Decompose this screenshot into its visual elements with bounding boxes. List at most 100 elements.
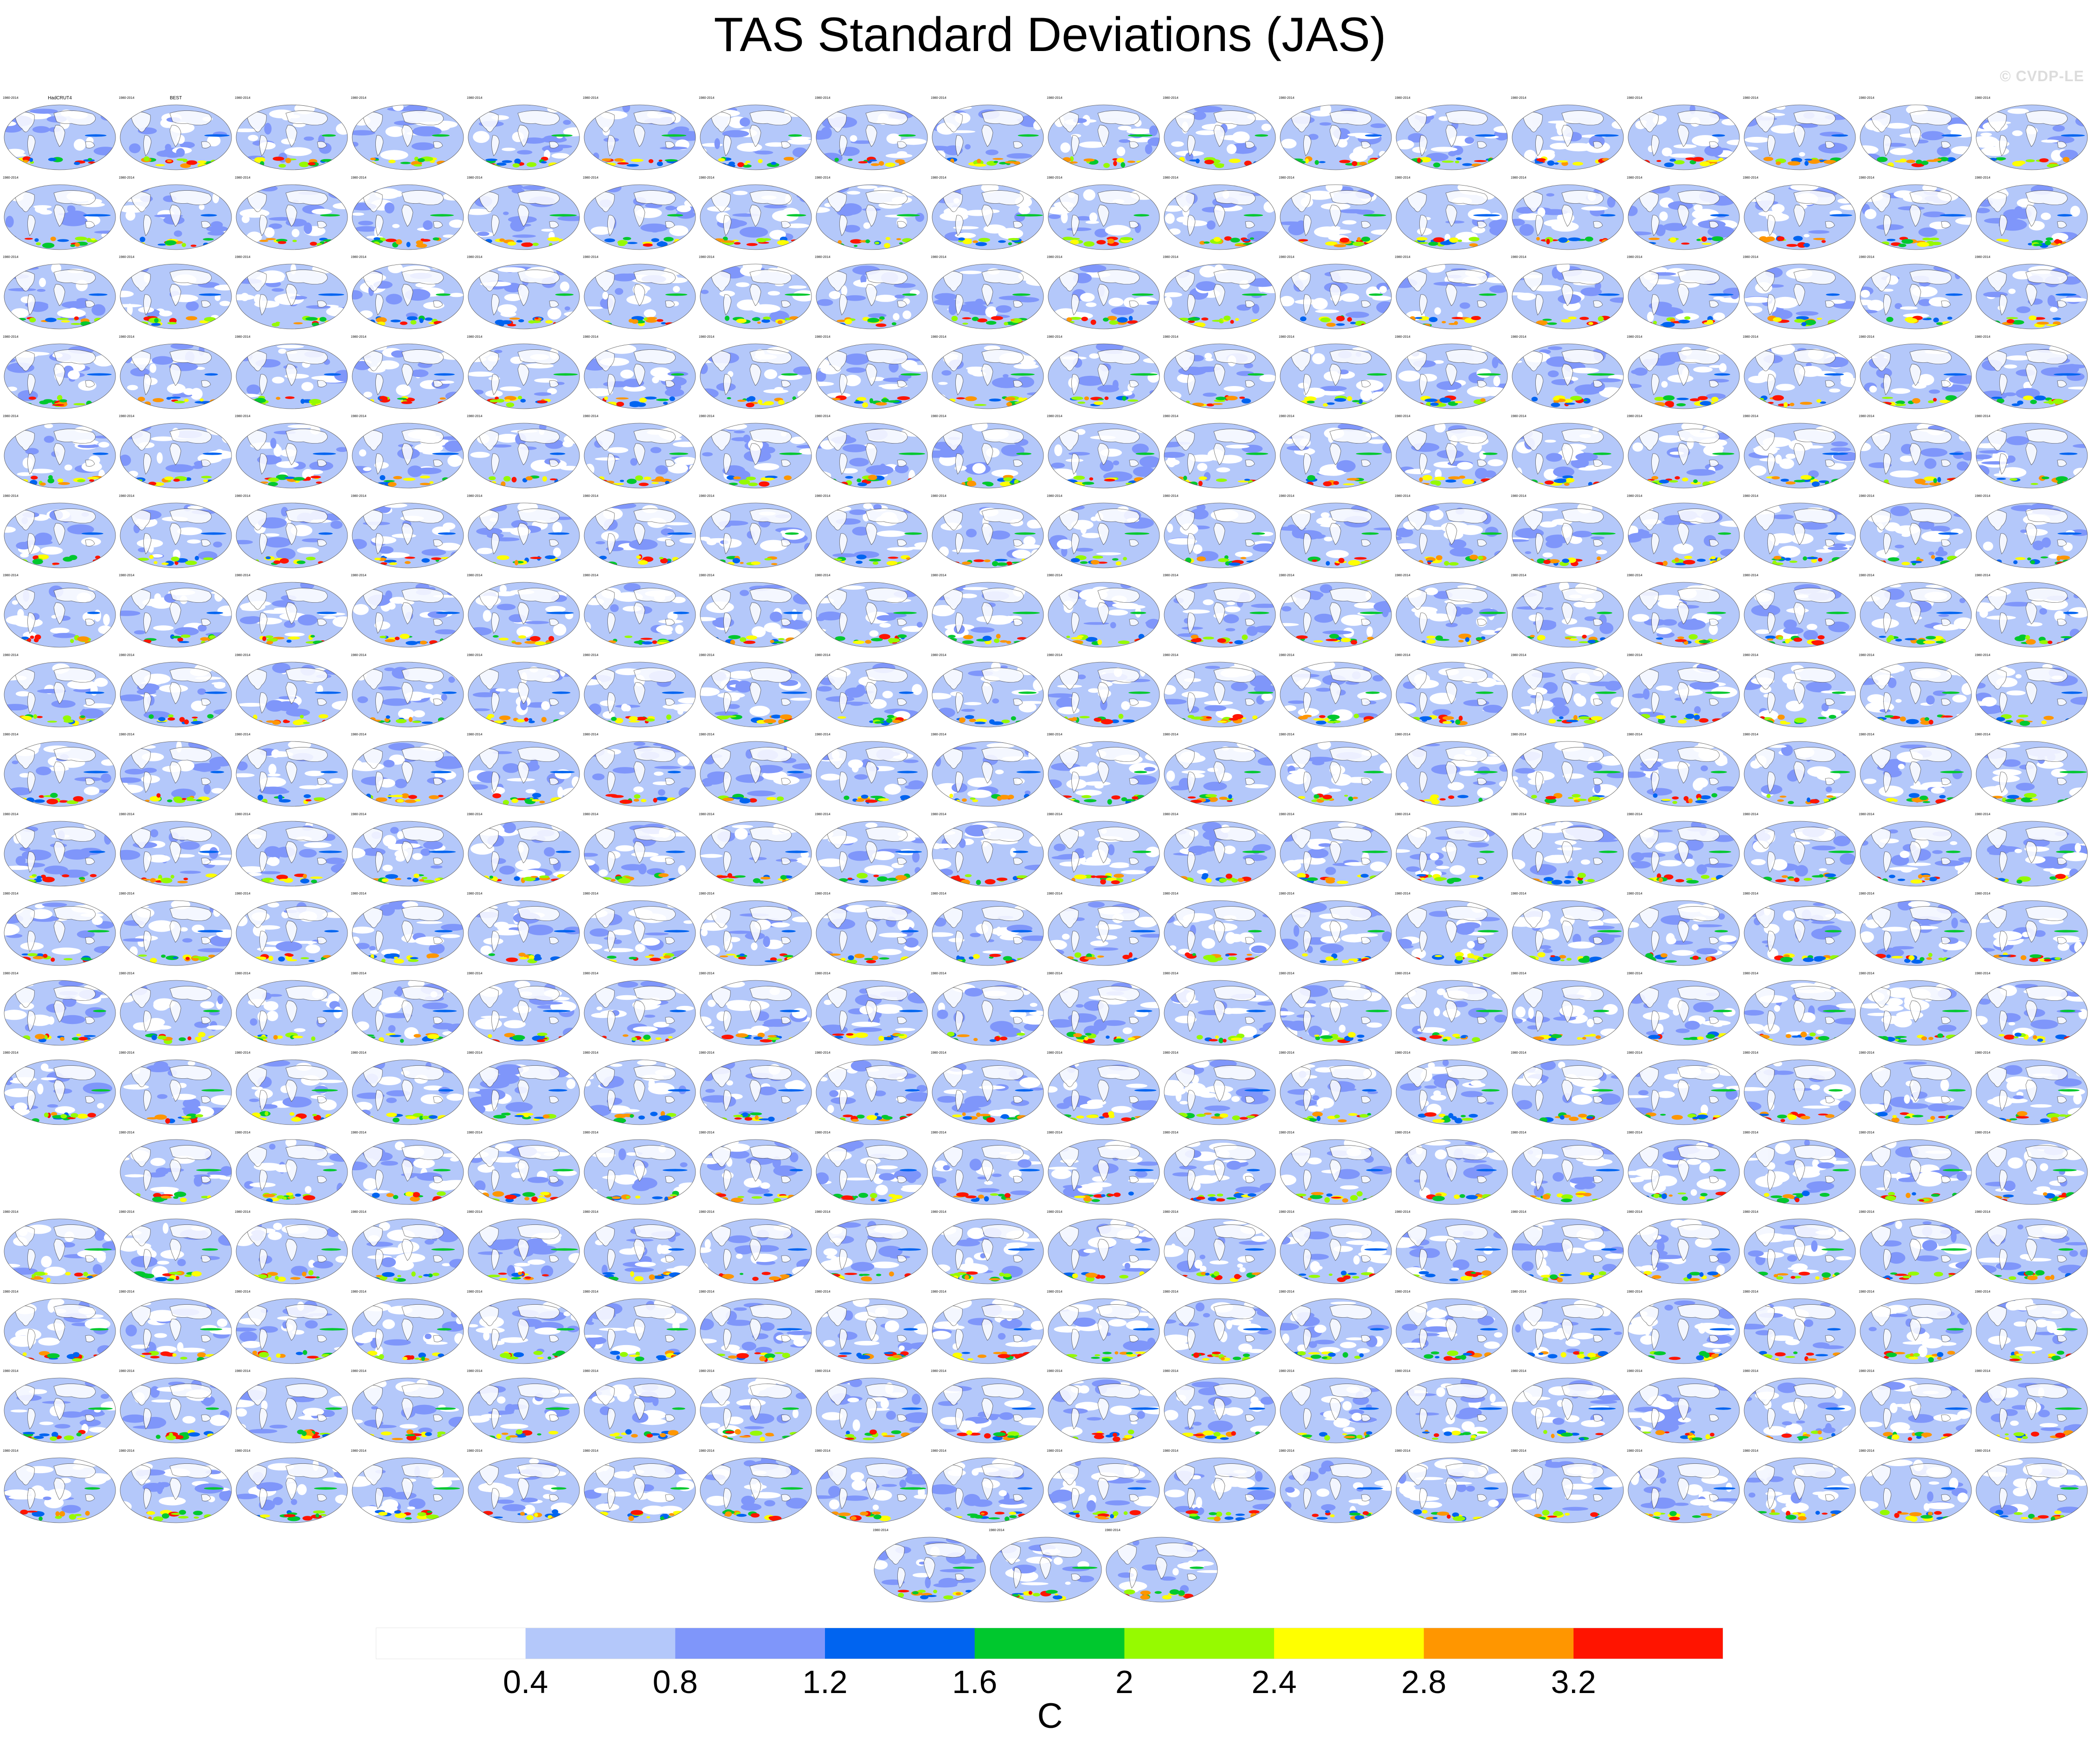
map-panel: 1980-2014: [466, 414, 582, 490]
global-map: [1628, 1378, 1740, 1443]
panel-years: 1980-2014: [3, 1051, 19, 1055]
panel-years: 1980-2014: [583, 335, 599, 339]
panel-years: 1980-2014: [3, 1211, 19, 1214]
map-panel: 1980-2014: [698, 891, 814, 967]
map-panel: 1980-2014: [698, 1449, 814, 1525]
global-map: [236, 1298, 348, 1364]
map-panel: 1980-2014: [698, 1050, 814, 1127]
global-map: [1280, 900, 1392, 966]
map-panel: 1980-2014: [118, 653, 234, 729]
global-map: [352, 1457, 464, 1523]
panel-years: 1980-2014: [351, 415, 367, 418]
panel-years: 1980-2014: [1279, 494, 1295, 498]
panel-years: 1980-2014: [467, 892, 483, 895]
map-panel: 1980-2014: [118, 414, 234, 490]
global-map: [1628, 1457, 1740, 1523]
global-map: [120, 1457, 232, 1523]
map-panel: 1980-2014: [1162, 1449, 1278, 1525]
map-panel: 1980-2014: [1278, 891, 1394, 967]
global-map: [1164, 662, 1276, 727]
map-panel: 1980-2014: [350, 335, 466, 411]
panel-years: 1980-2014: [1859, 1211, 1875, 1214]
panel-years: 1980-2014: [235, 176, 251, 180]
global-map: [1860, 1457, 1972, 1523]
map-panel: 1980-2014: [466, 971, 582, 1047]
panel-years: 1980-2014: [467, 97, 483, 100]
global-map: [700, 741, 812, 807]
map-panel: 1980-2014: [1742, 255, 1858, 331]
global-map: [1164, 1059, 1276, 1125]
global-map: [932, 1059, 1044, 1125]
map-panel: 1980-2014: [2, 573, 118, 649]
panel-years: 1980-2014: [119, 335, 135, 339]
panel-years: 1980-2014: [3, 97, 19, 100]
panel-years: 1980-2014: [1047, 1370, 1063, 1373]
panel-years: 1980-2014: [1047, 335, 1063, 339]
page-title: TAS Standard Deviations (JAS): [714, 8, 1386, 62]
map-panel: 1980-2014: [350, 891, 466, 967]
map-panel: 1980-2014: [698, 335, 814, 411]
panel-years: 1980-2014: [815, 733, 831, 736]
panel-years: 1980-2014: [1975, 574, 1990, 577]
map-panel: 1980-2014 BEST: [118, 96, 234, 172]
panel-years: 1980-2014: [1975, 892, 1990, 895]
map-panel: 1980-2014: [1046, 653, 1162, 729]
panel-years: 1980-2014: [1279, 1211, 1295, 1214]
map-panel: 1980-2014: [1510, 96, 1626, 172]
panel-years: 1980-2014: [1163, 1211, 1179, 1214]
global-map: [1048, 502, 1160, 568]
panel-years: 1980-2014: [235, 1211, 251, 1214]
map-panel: 1980-2014: [234, 1050, 350, 1127]
global-map: [1396, 502, 1508, 568]
global-map: [1744, 662, 1856, 727]
panel-years: 1980-2014: [931, 1449, 947, 1453]
map-panel: 1980-2014: [466, 1369, 582, 1445]
panel-years: 1980-2014: [1743, 1449, 1759, 1453]
map-panel: 1980-2014: [698, 1130, 814, 1206]
global-map: [700, 582, 812, 648]
panel-years: 1980-2014: [235, 1370, 251, 1373]
map-panel: 1980-2014: [1626, 732, 1742, 808]
panel-years: 1980-2014: [699, 653, 715, 657]
global-map: [1628, 423, 1740, 489]
map-panel: 1980-2014: [1046, 1050, 1162, 1127]
global-map: [816, 1378, 928, 1443]
map-panel: 1980-2014: [1858, 891, 1974, 967]
panel-years: 1980-2014: [1511, 812, 1527, 816]
panel-years: 1980-2014: [1975, 494, 1990, 498]
panel-years: 1980-2014: [1627, 176, 1643, 180]
panel-years: 1980-2014: [1975, 812, 1990, 816]
panel-years: 1980-2014: [119, 653, 135, 657]
panel-years: 1980-2014: [1163, 494, 1179, 498]
map-panel: 1980-2014: [350, 971, 466, 1047]
global-map: [236, 1059, 348, 1125]
global-map: [236, 1139, 348, 1204]
global-map: [1396, 104, 1508, 170]
global-map: [1512, 343, 1624, 409]
map-panel: 1980-2014: [582, 971, 698, 1047]
global-map: [1048, 343, 1160, 409]
global-map: [990, 1537, 1102, 1603]
global-map: [4, 264, 116, 329]
map-panel: 1980-2014: [118, 1050, 234, 1127]
panel-years: 1980-2014: [235, 494, 251, 498]
map-panel: 1980-2014: [1162, 96, 1278, 172]
global-map: [700, 104, 812, 170]
map-panel: 1980-2014: [350, 732, 466, 808]
global-map: [1628, 104, 1740, 170]
map-panel: 1980-2014: [350, 1130, 466, 1206]
global-map: [700, 184, 812, 250]
global-map: [1048, 184, 1160, 250]
global-map: [700, 1378, 812, 1443]
panel-years: 1980-2014: [1511, 892, 1527, 895]
global-map: [1396, 980, 1508, 1045]
global-map: [584, 662, 696, 727]
panel-years: 1980-2014: [235, 972, 251, 975]
panel-years: 1980-2014: [699, 1051, 715, 1055]
map-panel: 1980-2014: [814, 1050, 930, 1127]
colorbar-tick-label: 2.4: [1251, 1664, 1297, 1700]
global-map: [1744, 184, 1856, 250]
panel-years: 1980-2014: [1743, 256, 1759, 259]
global-map: [816, 343, 928, 409]
panel-years: 1980-2014: [235, 1449, 251, 1453]
